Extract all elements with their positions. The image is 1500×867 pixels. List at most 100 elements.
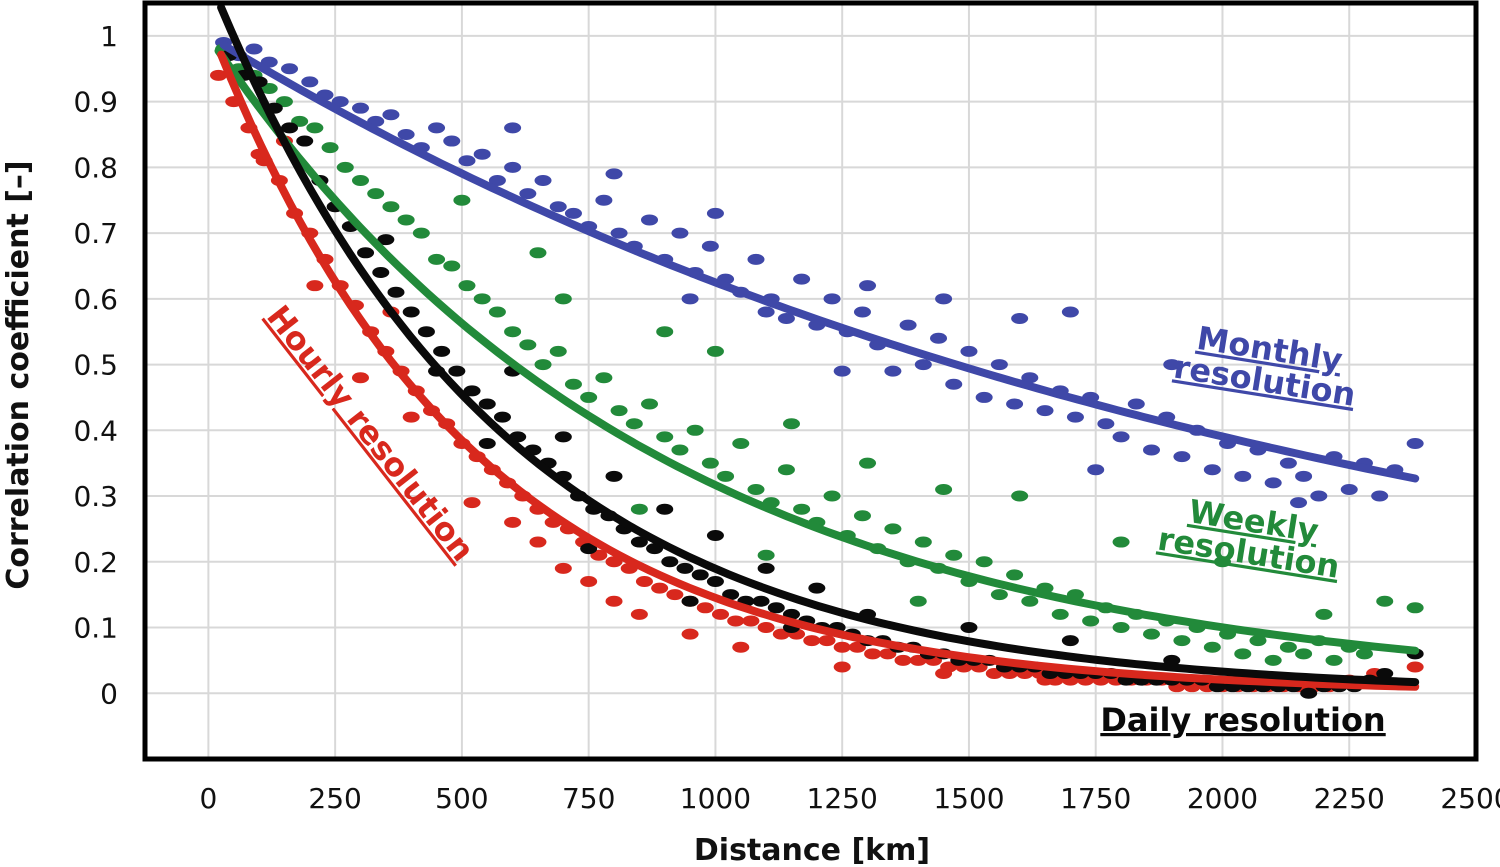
monthly-point [706, 207, 724, 219]
weekly-point [336, 161, 354, 173]
hourly-point [803, 635, 821, 647]
monthly-point [1163, 359, 1181, 371]
monthly-point [681, 293, 699, 305]
daily-point [377, 234, 395, 246]
monthly-point [823, 293, 841, 305]
monthly-point [595, 194, 613, 206]
hourly-point [818, 635, 836, 647]
daily-point [463, 385, 481, 397]
daily-point [281, 122, 299, 134]
daily-point [478, 398, 496, 410]
hourly-point [732, 641, 750, 653]
hourly-point [463, 497, 481, 509]
daily-point [722, 589, 740, 601]
x-tick-label: 1000 [680, 782, 751, 815]
x-tick-label: 1750 [1060, 782, 1131, 815]
weekly-point [397, 214, 415, 226]
monthly-point [1340, 483, 1358, 495]
hourly-fit-line [217, 50, 1420, 691]
monthly-point [1036, 405, 1054, 417]
daily-point [296, 135, 314, 147]
y-tick-label: 0.6 [73, 283, 118, 316]
weekly-point [732, 437, 750, 449]
daily-label-line: Daily resolution [1100, 701, 1385, 739]
monthly-point [1203, 464, 1221, 476]
monthly-point [1290, 497, 1308, 509]
y-tick-label: 0.9 [73, 86, 118, 119]
y-tick-label: 0.8 [73, 151, 118, 184]
weekly-point [1249, 635, 1267, 647]
hourly-point [504, 516, 522, 528]
daily-point [706, 576, 724, 588]
hourly-point [727, 615, 745, 627]
monthly-point [777, 313, 795, 325]
monthly-point [331, 96, 349, 108]
monthly-point [351, 102, 369, 114]
monthly-point [1112, 431, 1130, 443]
daily-point [1061, 635, 1079, 647]
daily-point [691, 569, 709, 581]
weekly-point [945, 549, 963, 561]
weekly-point [1315, 608, 1333, 620]
weekly-point [1376, 595, 1394, 607]
weekly-point [1279, 641, 1297, 653]
monthly-point [1142, 444, 1160, 456]
weekly-point [706, 345, 724, 357]
y-tick-label: 0.4 [73, 414, 118, 447]
monthly-point [914, 359, 932, 371]
daily-point [1376, 668, 1394, 680]
x-tick-label: 0 [199, 782, 217, 815]
monthly-point [504, 161, 522, 173]
monthly-point [382, 109, 400, 121]
weekly-point [823, 490, 841, 502]
x-tick-label: 1250 [807, 782, 878, 815]
weekly-point [534, 359, 552, 371]
monthly-point [534, 174, 552, 186]
monthly-point [935, 293, 953, 305]
weekly-point [1325, 654, 1343, 666]
monthly-point [930, 332, 948, 344]
monthly-fit-line [219, 41, 1420, 483]
monthly-point [1087, 464, 1105, 476]
x-tick-label: 500 [435, 782, 488, 815]
monthly-point [793, 273, 811, 285]
monthly-point [1127, 398, 1145, 410]
daily-point [767, 602, 785, 614]
daily-point [357, 247, 375, 259]
weekly-point [1203, 641, 1221, 653]
monthly-point [1310, 490, 1328, 502]
monthly-point [549, 201, 567, 213]
weekly-point [580, 391, 598, 403]
weekly-point [458, 280, 476, 292]
monthly-point [884, 365, 902, 377]
daily-point [478, 437, 496, 449]
weekly-point [859, 457, 877, 469]
daily-point [676, 562, 694, 574]
monthly-point [519, 188, 537, 200]
weekly-point [412, 227, 430, 239]
weekly-point [1295, 648, 1313, 660]
monthly-point [458, 155, 476, 167]
weekly-point [777, 464, 795, 476]
monthly-point [488, 174, 506, 186]
daily-point [605, 470, 623, 482]
weekly-point [884, 523, 902, 535]
monthly-point [610, 227, 628, 239]
daily-point [580, 543, 598, 555]
monthly-point [701, 240, 719, 252]
monthly-point [1021, 372, 1039, 384]
daily-point [656, 503, 674, 515]
daily-point [387, 286, 405, 298]
weekly-point [935, 483, 953, 495]
monthly-point [428, 122, 446, 134]
weekly-point [1234, 648, 1252, 660]
weekly-point [428, 253, 446, 265]
daily-point [808, 582, 826, 594]
weekly-fit-line [214, 46, 1420, 655]
weekly-point [529, 247, 547, 259]
weekly-point [1051, 608, 1069, 620]
weekly-point [564, 378, 582, 390]
weekly-point [382, 201, 400, 213]
